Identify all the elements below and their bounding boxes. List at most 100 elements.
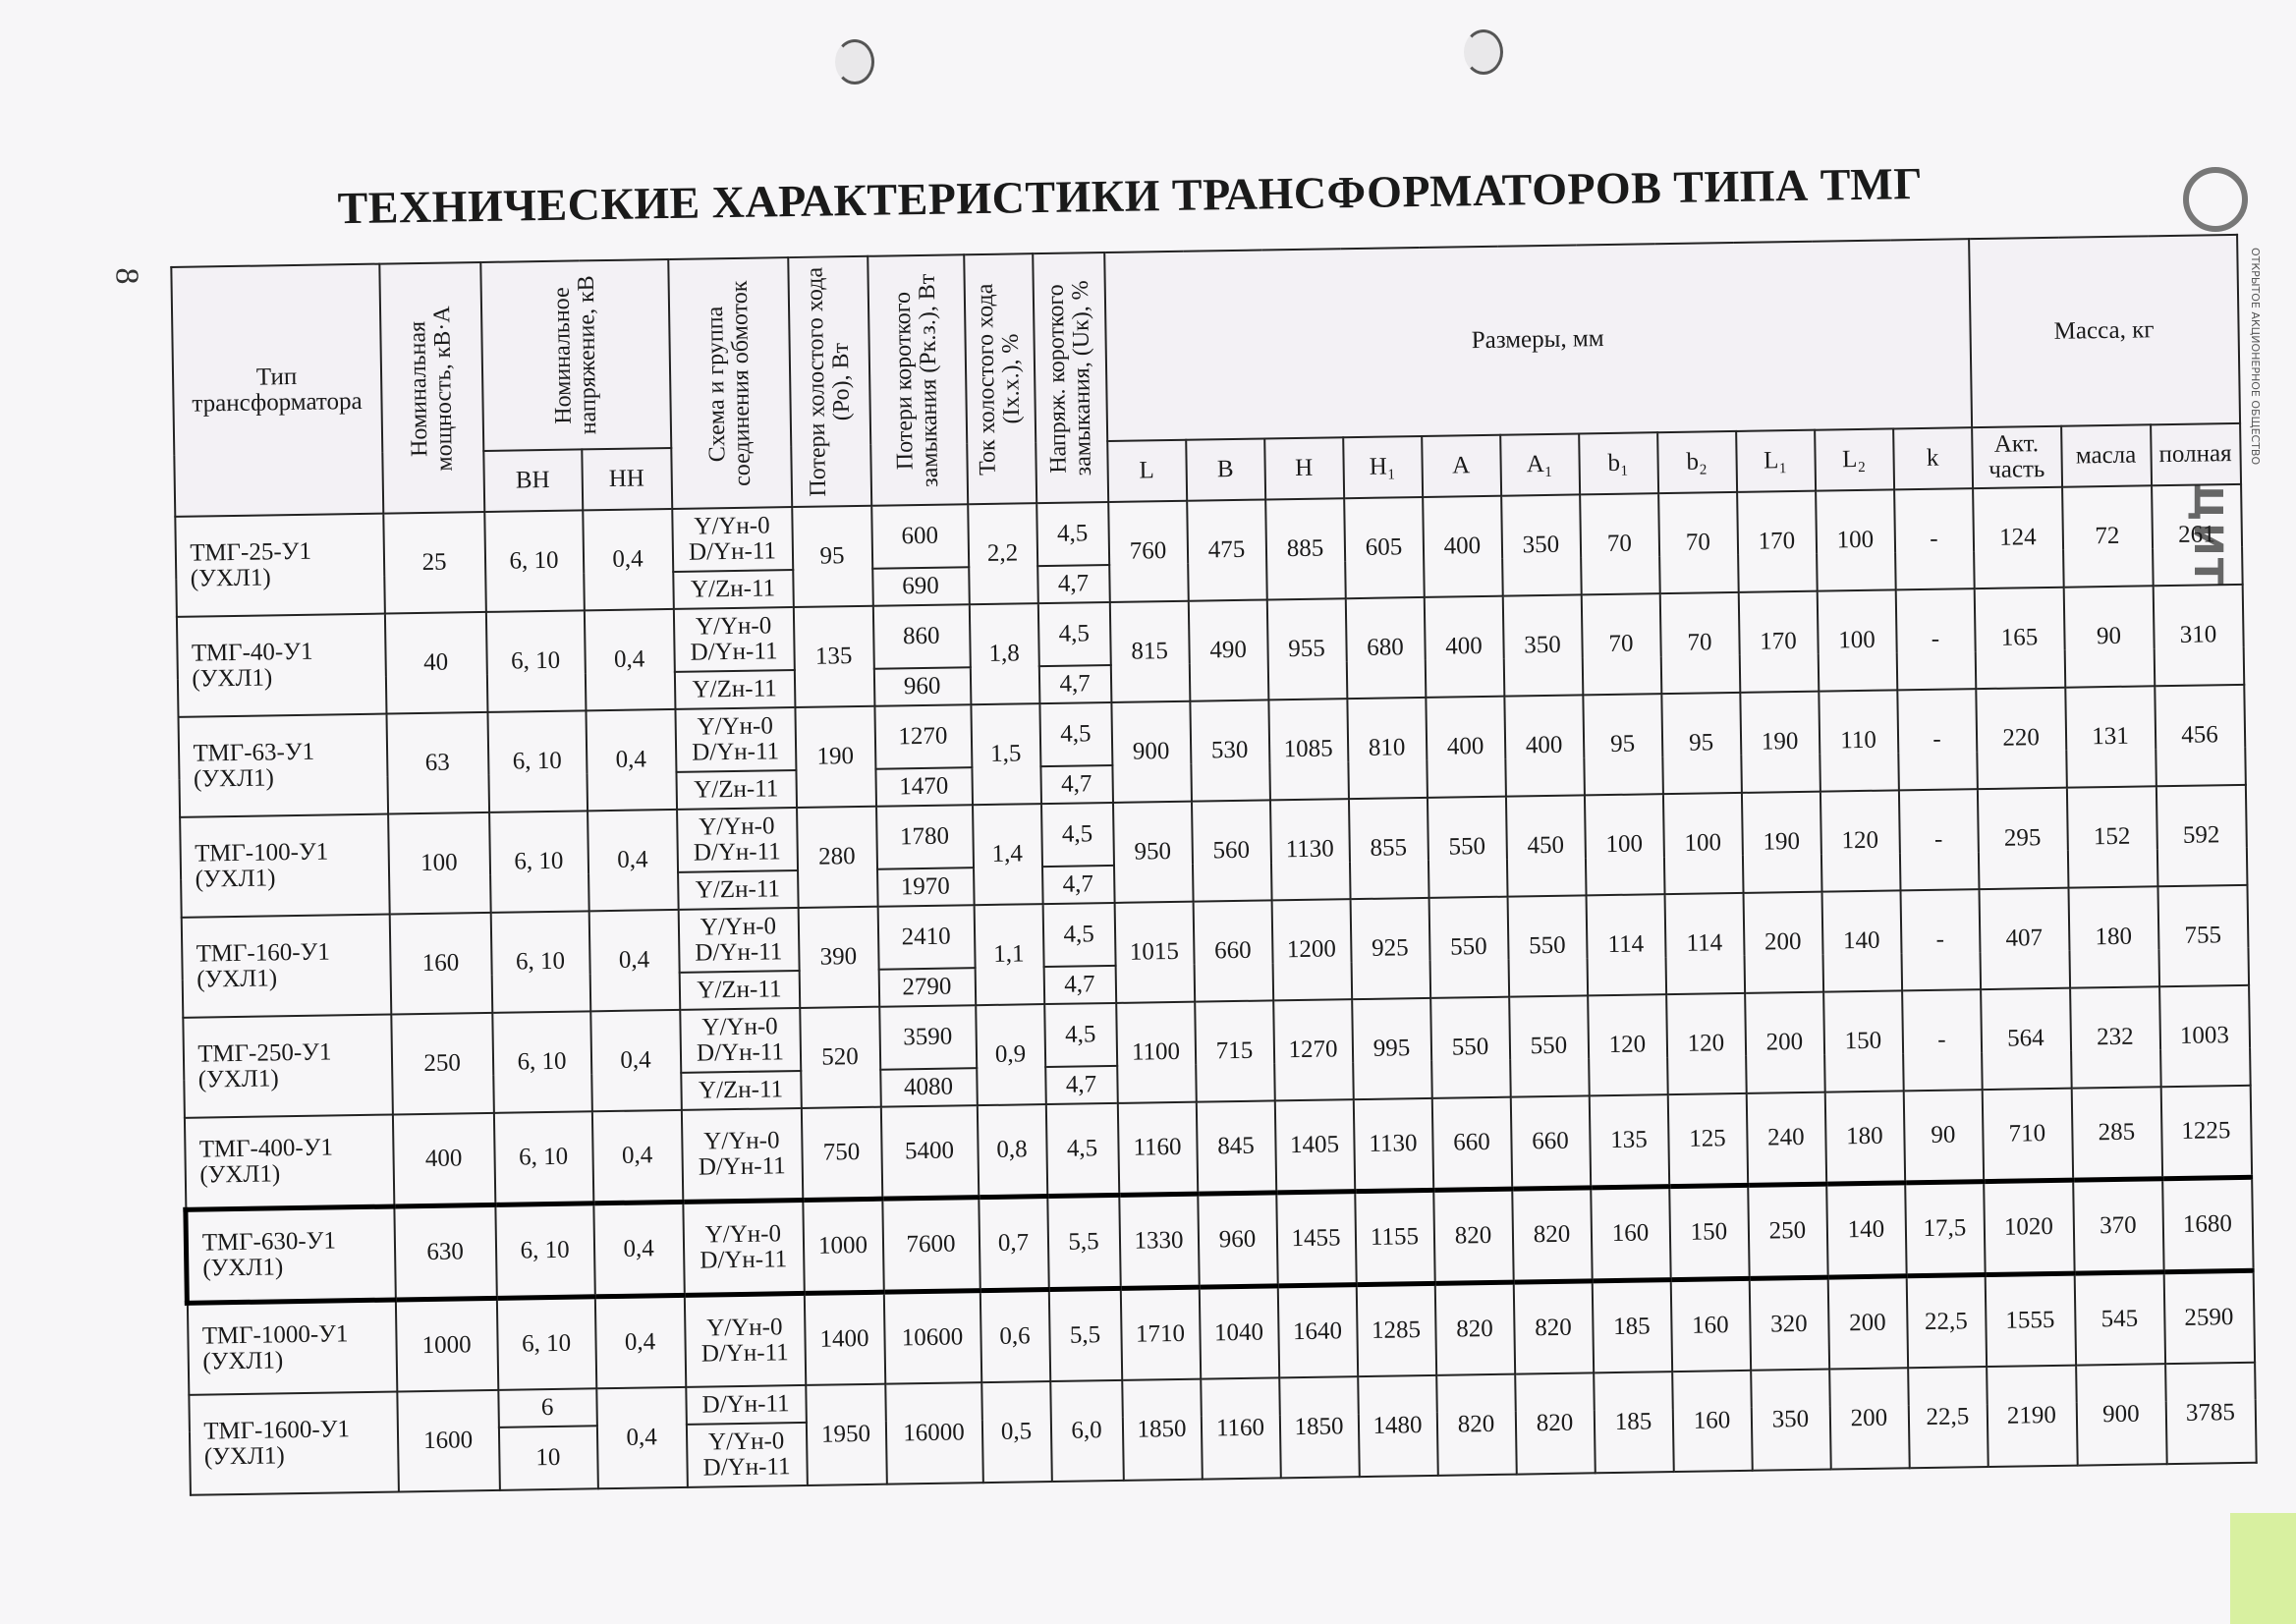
cell-vn: 6, 10: [493, 1111, 593, 1205]
cell-dim: 160: [1590, 1186, 1671, 1281]
cell-mass: 1225: [2160, 1085, 2252, 1179]
header-scheme-text: Схема и группа соединения обмоток: [702, 280, 756, 486]
logo-subtitle: ОТКРЫТОЕ АКЦИОНЕРНОЕ ОБЩЕСТВО: [2249, 248, 2262, 466]
header-dim: b₂: [1656, 430, 1737, 494]
cell-dim: 100: [1584, 794, 1665, 896]
cell-dim: 110: [1818, 690, 1899, 792]
cell-uk: 5,5: [1048, 1288, 1122, 1382]
cell-po: 280: [796, 806, 878, 909]
cell-uk: 5,5: [1046, 1195, 1121, 1290]
cell-dim: 1130: [1269, 799, 1351, 901]
header-row: Тип трансформатора Номинальная мощность, …: [170, 234, 2240, 517]
cell-mass: 755: [2156, 884, 2249, 987]
cell-mass: 1020: [1983, 1180, 2075, 1275]
cell-dim: 490: [1188, 599, 1268, 701]
cell-mass: 3785: [2164, 1362, 2257, 1465]
punch-hole: [835, 39, 874, 84]
cell-uk: 4,5: [1042, 902, 1116, 968]
header-dim: L₁: [1735, 429, 1816, 492]
cell-dim: 550: [1428, 896, 1509, 998]
cell-dim: 350: [1500, 494, 1582, 596]
cell-scheme: Y/Yн-0 D/Yн-11: [678, 908, 800, 973]
cell-vn: 10: [498, 1426, 598, 1490]
cell-dim: 1160: [1200, 1377, 1281, 1480]
cell-dim: 190: [1741, 791, 1822, 893]
cell-dim: 150: [1822, 990, 1904, 1092]
cell-mass: 710: [1982, 1088, 2073, 1182]
cell-ix: 0,6: [980, 1289, 1050, 1383]
cell-uk: 4,7: [1043, 965, 1116, 1005]
cell-ix: 1,8: [969, 603, 1039, 705]
punch-hole: [1464, 29, 1503, 75]
cell-ix: 0,7: [978, 1196, 1049, 1291]
cell-vn: 6, 10: [488, 811, 589, 913]
cell-dim: 820: [1434, 1282, 1515, 1375]
cell-dim: 1330: [1118, 1194, 1200, 1289]
cell-ix: 0,9: [975, 1004, 1046, 1106]
cell-mass: 285: [2071, 1087, 2162, 1181]
cell-pk: 1970: [876, 868, 975, 907]
cell-dim: 1480: [1357, 1374, 1438, 1478]
cell-mass: 407: [1978, 887, 2070, 990]
cell-dim: 70: [1659, 591, 1740, 695]
cell-vn: 6, 10: [485, 610, 586, 712]
cell-scheme: Y/Yн-0 D/Yн-11: [673, 607, 795, 672]
cell-uk: 4,7: [1044, 1065, 1118, 1105]
cell-nn: 0,4: [592, 1202, 685, 1297]
cell-dim: 855: [1348, 797, 1429, 900]
header-power-text: Номинальная мощность, кВ·А: [405, 305, 458, 471]
cell-dim: 660: [1431, 1096, 1512, 1191]
cell-dim: 1015: [1114, 901, 1195, 1003]
cell-dim: 530: [1189, 700, 1270, 802]
cell-mass: 152: [2066, 786, 2157, 888]
header-dim: k: [1892, 427, 1973, 490]
cell-pk: 16000: [884, 1382, 983, 1484]
cell-dim: 550: [1429, 996, 1511, 1098]
cell-vn: 6, 10: [490, 911, 590, 1013]
cell-pk: 860: [872, 604, 971, 669]
header-mass: Масса, кг: [1968, 234, 2240, 428]
cell-dim: 240: [1746, 1092, 1826, 1186]
cell-nn: 0,4: [584, 608, 675, 711]
cell-dim: 1850: [1121, 1378, 1203, 1481]
cell-type: ТМГ-63-У1 (УХЛ1): [178, 713, 388, 817]
cell-scheme: Y/Yн-0 D/Yн-11: [671, 507, 793, 572]
cell-type: ТМГ-160-У1 (УХЛ1): [181, 914, 391, 1018]
cell-dim: 200: [1828, 1368, 1910, 1470]
cell-dim: 120: [1665, 992, 1747, 1095]
cell-po: 390: [798, 906, 879, 1008]
header-mass-col: масла: [2060, 424, 2152, 487]
cell-pk: 2410: [877, 905, 976, 970]
cell-nn: 0,4: [582, 508, 674, 611]
cell-power: 40: [384, 611, 487, 714]
cell-scheme: Y/Yн-0 D/Yн-11: [686, 1422, 808, 1487]
cell-dim: 1100: [1115, 1001, 1197, 1103]
cell-dim: 1130: [1353, 1097, 1433, 1192]
cell-scheme: Y/Zн-11: [674, 670, 795, 709]
cell-vn: 6: [497, 1388, 597, 1428]
cell-uk: 4,7: [1036, 564, 1110, 604]
cell-dim: 400: [1425, 696, 1506, 798]
cell-mass: 261: [2151, 483, 2243, 587]
cell-dim: 320: [1749, 1277, 1829, 1371]
cell-dim: 70: [1657, 491, 1739, 594]
cell-dim: 925: [1350, 897, 1430, 1000]
cell-dim: 560: [1191, 800, 1272, 902]
cell-scheme: D/Yн-11: [685, 1384, 807, 1425]
cell-dim: 960: [1197, 1192, 1278, 1288]
cell-scheme: Y/Zн-11: [672, 570, 794, 609]
cell-dim: 200: [1743, 891, 1823, 993]
cell-dim: 1040: [1199, 1285, 1279, 1379]
cell-dim: 550: [1508, 995, 1590, 1097]
header-voltage-text: Номинальное напряжение, кВ: [548, 275, 602, 435]
cell-pk: 4080: [879, 1068, 978, 1107]
cell-dim: 95: [1660, 692, 1742, 795]
header-dim: b₁: [1578, 432, 1658, 495]
specs-table: Тип трансформатора Номинальная мощность, …: [168, 234, 2257, 1496]
cell-dim: 100: [1817, 589, 1897, 692]
cell-mass: 2590: [2163, 1270, 2255, 1365]
cell-dim: 120: [1587, 994, 1668, 1096]
cell-uk: 6,0: [1049, 1379, 1124, 1483]
cell-dim: 400: [1424, 595, 1504, 698]
cell-dim: 550: [1507, 895, 1588, 997]
